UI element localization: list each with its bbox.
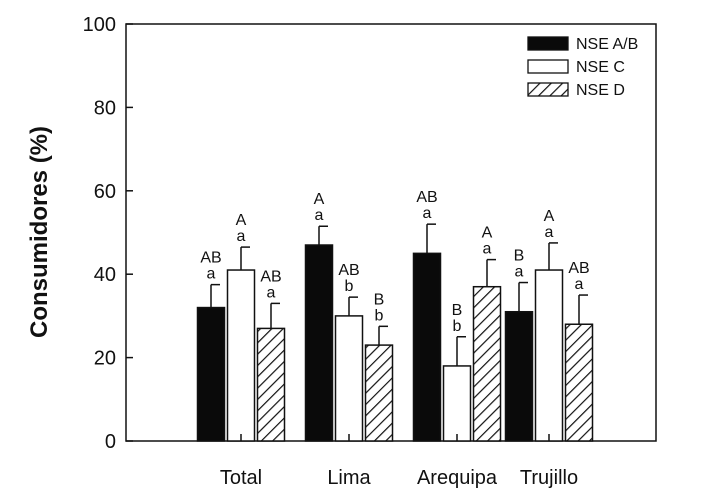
significance-label-upper: B [514,248,525,265]
significance-label-lower: a [237,228,246,245]
significance-label-lower: a [267,284,276,301]
y-tick-label: 80 [94,97,116,119]
bar [504,310,534,442]
legend-label: NSE C [576,59,625,76]
significance-label-upper: B [452,302,463,319]
significance-label-upper: AB [338,262,359,279]
bar [334,315,364,442]
significance-label-lower: a [545,224,554,241]
significance-label-upper: AB [200,250,221,267]
significance-label-lower: a [575,276,584,293]
significance-label-upper: AB [416,189,437,206]
y-tick-label: 40 [94,264,116,286]
legend-label: NSE D [576,82,625,99]
bar [534,269,564,442]
significance-label-upper: AB [260,268,281,285]
significance-label-lower: a [315,207,324,224]
significance-label-lower: a [515,264,524,281]
significance-label-upper: A [482,225,493,242]
y-axis-title: Consumidores (%) [26,126,53,338]
x-category-label: Arequipa [417,467,498,489]
bar [442,365,472,442]
significance-label-upper: A [544,208,555,225]
x-category-label: Total [220,467,262,489]
legend-swatch [527,82,569,97]
legend-swatch [527,36,569,51]
bar [196,306,226,442]
bar [472,285,502,442]
y-tick-label: 60 [94,181,116,203]
significance-label-upper: A [314,191,325,208]
significance-label-lower: a [207,266,216,283]
significance-label-lower: b [375,307,384,324]
x-category-label: Lima [327,467,371,489]
y-tick-label: 0 [105,431,116,453]
y-tick-label: 100 [83,14,116,36]
x-category-label: Trujillo [520,467,578,489]
significance-label-lower: a [423,205,432,222]
y-tick-label: 20 [94,348,116,370]
significance-label-upper: AB [568,260,589,277]
significance-label-lower: a [483,241,492,258]
legend-label: NSE A/B [576,36,638,53]
bar [364,344,394,442]
bar [304,244,334,442]
bar [226,269,256,442]
bar [412,252,442,442]
significance-label-lower: b [345,278,354,295]
significance-label-upper: B [374,291,385,308]
legend-swatch [527,59,569,74]
significance-label-upper: A [236,212,247,229]
bar [256,327,286,442]
bar [564,323,594,442]
significance-label-lower: b [453,318,462,335]
